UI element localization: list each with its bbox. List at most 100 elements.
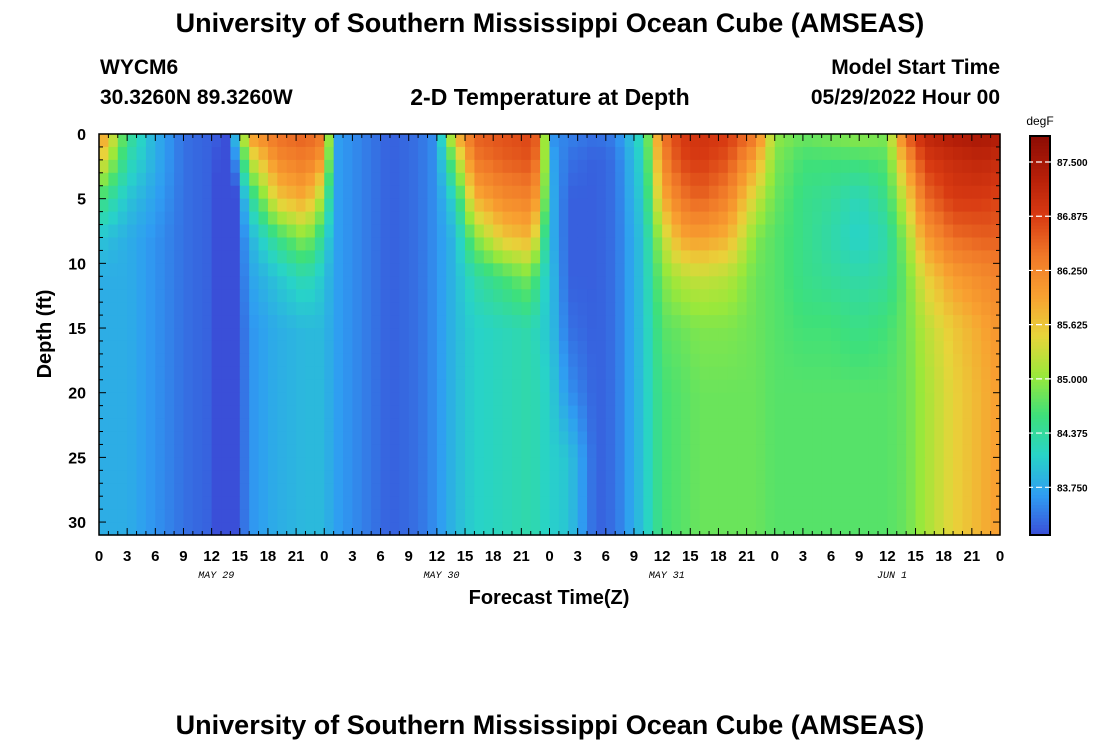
heatmap-cell	[718, 509, 729, 523]
heatmap-cell	[352, 198, 363, 213]
heatmap-cell	[286, 276, 297, 290]
heatmap-cell	[953, 263, 964, 277]
heatmap-cell	[117, 483, 128, 497]
heatmap-cell	[709, 276, 720, 290]
heatmap-cell	[831, 185, 842, 200]
heatmap-cell	[577, 522, 588, 536]
heatmap-cell	[981, 379, 992, 394]
heatmap-cell	[699, 392, 710, 407]
heatmap-cell	[727, 328, 738, 342]
heatmap-cell	[802, 134, 813, 148]
heatmap-cell	[427, 172, 438, 187]
heatmap-cell	[577, 172, 588, 187]
heatmap-cell	[192, 263, 203, 277]
heatmap-cell	[624, 289, 635, 303]
heatmap-cell	[990, 276, 1001, 290]
axes: 0 3 6 9 12 15 18 21 0 3 6 9 12 15 18 21 0 3 6 9 12 15 18 21 0 3 6 9…	[34, 127, 1004, 609]
colorbar-segment	[1030, 189, 1050, 194]
heatmap-cell	[202, 470, 213, 484]
heatmap-cell	[474, 405, 485, 420]
heatmap-cell	[840, 431, 851, 446]
heatmap-cell	[990, 198, 1001, 213]
heatmap-cell	[258, 250, 269, 264]
heatmap-cell	[258, 185, 269, 200]
heatmap-cell	[399, 509, 410, 523]
heatmap-cell	[605, 302, 616, 316]
heatmap-cell	[971, 379, 982, 394]
heatmap-cell	[511, 315, 522, 329]
heatmap-cell	[831, 159, 842, 174]
heatmap-cell	[436, 392, 447, 407]
heatmap-cell	[615, 315, 626, 329]
heatmap-cell	[784, 457, 795, 471]
heatmap-cell	[117, 509, 128, 523]
heatmap-cell	[971, 366, 982, 381]
heatmap-cell	[530, 289, 541, 303]
heatmap-cell	[540, 146, 551, 161]
heatmap-cell	[380, 353, 391, 368]
heatmap-cell	[868, 483, 879, 497]
heatmap-cell	[558, 366, 569, 381]
heatmap-cell	[99, 340, 109, 355]
colorbar-segment	[1030, 365, 1050, 370]
heatmap-cell	[690, 315, 701, 329]
heatmap-cell	[408, 509, 419, 523]
heatmap-cell	[408, 159, 419, 174]
heatmap-cell	[558, 470, 569, 484]
heatmap-cell	[784, 289, 795, 303]
heatmap-cell	[127, 250, 138, 264]
heatmap-cell	[343, 289, 354, 303]
heatmap-cell	[615, 444, 626, 458]
colorbar-segment	[1030, 288, 1050, 293]
heatmap-cell	[596, 134, 607, 148]
heatmap-cell	[915, 379, 926, 394]
colorbar-segment	[1030, 498, 1050, 503]
heatmap-cell	[962, 483, 973, 497]
heatmap-cell	[821, 263, 832, 277]
heatmap-cell	[680, 470, 691, 484]
heatmap-cell	[530, 134, 541, 148]
heatmap-cell	[662, 289, 673, 303]
heatmap-cell	[624, 315, 635, 329]
heatmap-cell	[483, 185, 494, 200]
heatmap-cell	[737, 470, 748, 484]
heatmap-cells	[99, 134, 1001, 536]
heatmap-cell	[943, 431, 954, 446]
heatmap-cell	[699, 483, 710, 497]
heatmap-cell	[924, 211, 935, 226]
heatmap-cell	[755, 237, 766, 252]
heatmap-cell	[361, 134, 372, 148]
heatmap-cell	[483, 353, 494, 368]
heatmap-cell	[239, 470, 250, 484]
heatmap-cell	[934, 522, 945, 536]
heatmap-cell	[990, 470, 1001, 484]
heatmap-cell	[558, 496, 569, 510]
x-tick-label: 12	[879, 548, 896, 565]
heatmap-cell	[455, 418, 466, 433]
heatmap-cell	[746, 522, 757, 536]
heatmap-cell	[511, 237, 522, 252]
heatmap-cell	[558, 392, 569, 407]
heatmap-cell	[784, 418, 795, 433]
heatmap-cell	[511, 392, 522, 407]
heatmap-cell	[99, 224, 109, 239]
heatmap-cell	[540, 172, 551, 187]
heatmap-cell	[633, 276, 644, 290]
heatmap-cell	[953, 172, 964, 187]
colorbar-segment	[1030, 402, 1050, 406]
heatmap-cell	[859, 405, 870, 420]
heatmap-cell	[183, 353, 194, 368]
heatmap-cell	[286, 353, 297, 368]
heatmap-cell	[981, 444, 992, 458]
heatmap-cell	[859, 496, 870, 510]
heatmap-cell	[221, 263, 231, 277]
heatmap-cell	[737, 392, 748, 407]
heatmap-cell	[521, 224, 532, 239]
heatmap-cell	[230, 405, 241, 420]
heatmap-cell	[558, 418, 569, 433]
heatmap-cell	[286, 379, 297, 394]
heatmap-cell	[502, 405, 513, 420]
colorbar-tick-label: 83.750	[1057, 483, 1088, 494]
heatmap-cell	[305, 483, 316, 497]
heatmap-cell	[483, 289, 494, 303]
